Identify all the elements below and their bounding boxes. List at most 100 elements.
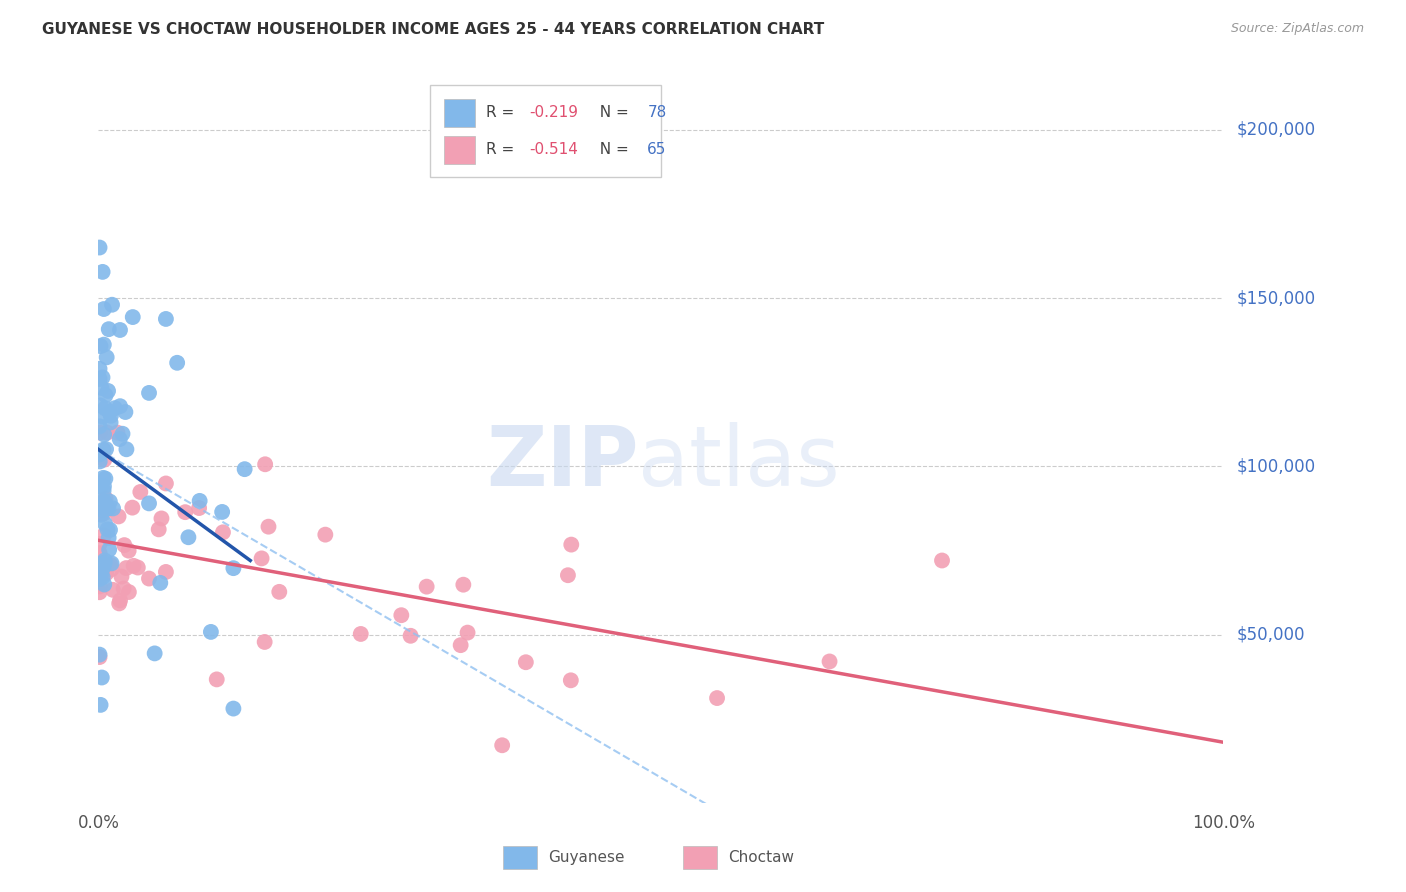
Point (97, 531, 120, 545)
Point (174, 505, 197, 519)
Point (97, 384, 120, 398)
Text: Source: ZipAtlas.com: Source: ZipAtlas.com (1230, 22, 1364, 36)
Point (98, 542, 121, 557)
Point (453, 577, 475, 591)
Text: N =: N = (591, 105, 634, 120)
Point (250, 551, 273, 566)
Point (269, 585, 291, 599)
Point (143, 647, 166, 661)
Text: N =: N = (591, 143, 634, 157)
Point (100, 562, 122, 576)
Point (491, 739, 513, 753)
Text: atlas: atlas (638, 422, 839, 503)
Point (107, 509, 129, 524)
Point (115, 442, 138, 457)
Point (108, 596, 131, 610)
Point (96, 500, 118, 515)
Point (254, 457, 277, 471)
Point (89, 419, 111, 434)
FancyBboxPatch shape (503, 846, 537, 870)
Point (112, 582, 135, 596)
Text: GUYANESE VS CHOCTAW HOUSEHOLDER INCOME AGES 25 - 44 YEARS CORRELATION CHART: GUYANESE VS CHOCTAW HOUSEHOLDER INCOME A… (42, 22, 824, 37)
Point (100, 558, 122, 572)
Text: $100,000: $100,000 (1237, 458, 1316, 475)
Point (515, 655, 537, 669)
Point (149, 575, 172, 590)
Point (93, 528, 115, 542)
Point (98, 494, 121, 508)
Point (90, 671, 112, 685)
Point (188, 501, 211, 516)
Point (90, 381, 112, 395)
Point (96, 425, 118, 440)
Point (100, 409, 122, 423)
Point (148, 522, 170, 536)
Point (97, 501, 120, 516)
Point (93, 452, 115, 467)
Point (96, 522, 118, 536)
Point (314, 527, 336, 541)
Point (110, 569, 132, 583)
Text: 78: 78 (647, 105, 666, 120)
Point (93, 442, 115, 457)
Point (89, 425, 111, 440)
Point (89, 585, 111, 599)
Point (211, 505, 233, 519)
Point (91, 409, 114, 424)
Point (94, 491, 117, 506)
Text: Guyanese: Guyanese (548, 850, 624, 865)
Text: R =: R = (486, 105, 520, 120)
Point (257, 519, 280, 533)
Point (121, 310, 143, 324)
Point (90, 566, 112, 581)
Point (150, 511, 173, 525)
Point (91, 471, 114, 485)
Point (93, 495, 115, 509)
Point (89, 454, 111, 468)
Point (90, 502, 112, 516)
Point (200, 624, 222, 639)
Point (233, 462, 256, 476)
Point (91, 570, 114, 584)
Point (389, 608, 412, 623)
Point (96, 351, 118, 365)
Point (108, 323, 131, 337)
Text: Choctaw: Choctaw (728, 850, 794, 865)
Text: -0.219: -0.219 (529, 105, 578, 120)
Point (118, 543, 141, 558)
Text: ZIP: ZIP (486, 422, 638, 503)
Point (89, 548, 111, 562)
Point (253, 635, 276, 649)
Point (111, 426, 134, 441)
Point (90, 508, 112, 522)
Point (93, 553, 115, 567)
Point (222, 561, 245, 575)
Point (457, 625, 479, 640)
Point (93, 427, 115, 442)
Point (138, 385, 160, 400)
Point (101, 501, 124, 516)
Point (91, 370, 114, 384)
Point (89, 546, 111, 560)
Point (93, 479, 115, 493)
Point (557, 568, 579, 582)
Point (94, 401, 117, 416)
Point (93, 301, 115, 316)
FancyBboxPatch shape (430, 85, 661, 178)
Point (100, 557, 122, 571)
FancyBboxPatch shape (444, 136, 475, 164)
Point (560, 673, 582, 688)
Point (89, 447, 111, 461)
Point (93, 337, 115, 351)
Point (93, 483, 115, 498)
Point (129, 485, 152, 500)
Point (96, 501, 118, 516)
Point (89, 339, 111, 353)
Point (89, 372, 111, 386)
Point (94, 497, 117, 511)
Point (415, 580, 437, 594)
Point (138, 496, 160, 510)
Point (121, 500, 143, 515)
Point (98, 523, 121, 537)
Point (155, 476, 177, 491)
